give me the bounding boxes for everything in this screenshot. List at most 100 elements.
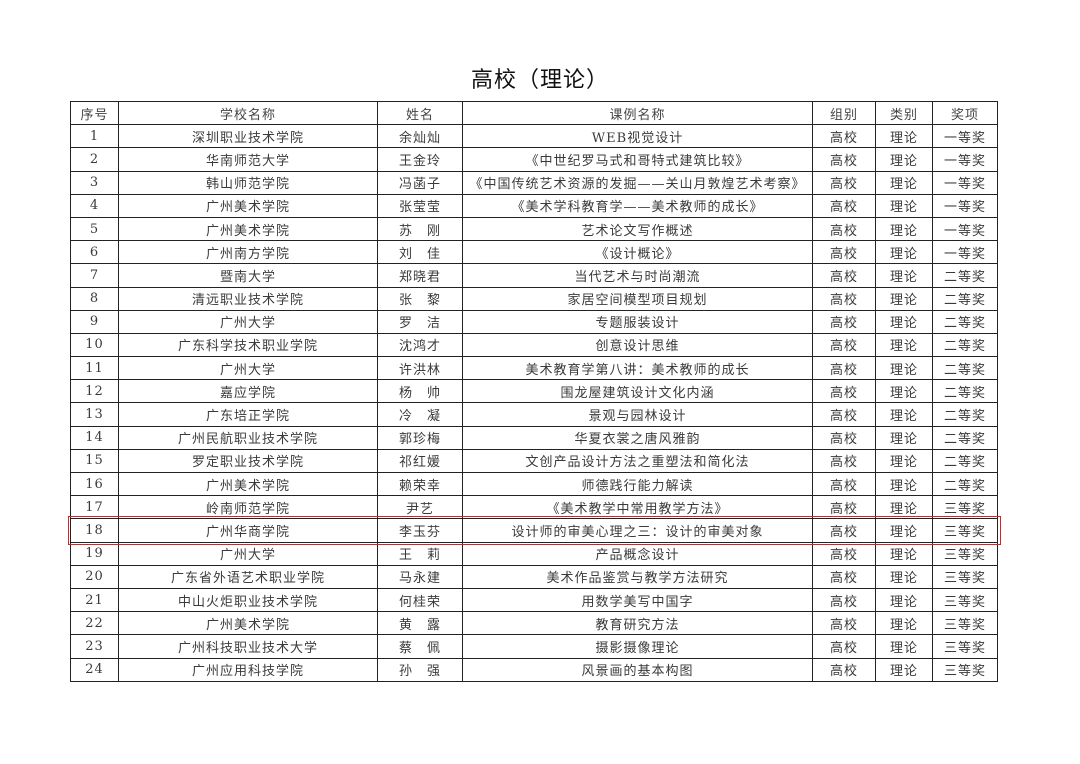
cell-col-group: 高校 <box>812 309 876 334</box>
cell-col-course: 产品概念设计 <box>462 541 813 566</box>
cell-col-category: 理论 <box>875 587 933 613</box>
cell-col-award: 一等奖 <box>932 147 998 172</box>
cell-col-category: 理论 <box>875 471 933 497</box>
cell-col-category: 理论 <box>875 425 933 450</box>
cell-col-course: 美术教育学第八讲：美术教师的成长 <box>462 356 813 381</box>
cell-col-index: 17 <box>70 495 119 520</box>
cell-col-group: 高校 <box>812 634 876 659</box>
cell-col-index: 4 <box>70 193 119 218</box>
cell-col-award: 三等奖 <box>932 657 998 682</box>
cell-col-school: 广州民航职业技术学院 <box>118 425 378 450</box>
cell-col-category: 理论 <box>875 147 933 172</box>
table-row: 15 罗定职业技术学院 祁红媛 文创产品设计方法之重塑法和简化法 高校 理论 二等奖 <box>70 448 998 474</box>
cell-col-award: 三等奖 <box>932 564 998 589</box>
cell-col-course: 设计师的审美心理之三：设计的审美对象 <box>462 518 813 543</box>
cell-col-school: 中山火炬职业技术学院 <box>118 587 378 613</box>
cell-col-category: 理论 <box>875 495 933 520</box>
header-col-school: 学校名称 <box>118 100 378 126</box>
cell-col-course: 景观与园林设计 <box>462 402 813 427</box>
header-col-name: 姓名 <box>377 100 463 126</box>
cell-col-category: 理论 <box>875 332 933 358</box>
cell-col-group: 高校 <box>812 471 876 497</box>
cell-col-index: 2 <box>70 147 119 172</box>
cell-col-name: 赖荣幸 <box>377 471 463 497</box>
cell-col-category: 理论 <box>875 657 933 682</box>
cell-col-index: 19 <box>70 541 119 566</box>
cell-col-name: 沈鸿才 <box>377 332 463 358</box>
cell-col-school: 广州美术学院 <box>118 611 378 636</box>
cell-col-index: 8 <box>70 286 119 311</box>
cell-col-group: 高校 <box>812 564 876 589</box>
cell-col-school: 广东培正学院 <box>118 402 378 427</box>
cell-col-category: 理论 <box>875 541 933 566</box>
cell-col-school: 广州华商学院 <box>118 518 378 543</box>
cell-col-group: 高校 <box>812 495 876 520</box>
cell-col-award: 三等奖 <box>932 541 998 566</box>
cell-col-group: 高校 <box>812 518 876 543</box>
cell-col-category: 理论 <box>875 356 933 381</box>
cell-col-course: 专题服装设计 <box>462 309 813 334</box>
cell-col-name: 张莹莹 <box>377 193 463 218</box>
cell-col-category: 理论 <box>875 379 933 404</box>
cell-col-category: 理论 <box>875 124 933 149</box>
cell-col-index: 10 <box>70 332 119 358</box>
table-row: 1 深圳职业技术学院 余灿灿 WEB视觉设计 高校 理论 一等奖 <box>70 124 998 149</box>
cell-col-index: 1 <box>70 124 119 149</box>
cell-col-name: 黄 露 <box>377 611 463 636</box>
cell-col-school: 岭南师范学院 <box>118 495 378 520</box>
cell-col-award: 二等奖 <box>932 425 998 450</box>
table-row: 2 华南师范大学 王金玲 《中世纪罗马式和哥特式建筑比较》 高校 理论 一等奖 <box>70 147 998 172</box>
cell-col-name: 余灿灿 <box>377 124 463 149</box>
cell-col-name: 许洪林 <box>377 356 463 381</box>
cell-col-index: 21 <box>70 587 119 613</box>
cell-col-school: 华南师范大学 <box>118 147 378 172</box>
header-col-award: 奖项 <box>932 100 998 126</box>
cell-col-index: 16 <box>70 471 119 497</box>
cell-col-group: 高校 <box>812 379 876 404</box>
table-row: 16 广州美术学院 赖荣幸 师德践行能力解读 高校 理论 二等奖 <box>70 471 998 497</box>
cell-col-group: 高校 <box>812 541 876 566</box>
cell-col-award: 一等奖 <box>932 170 998 195</box>
cell-col-index: 14 <box>70 425 119 450</box>
table-row: 5 广州美术学院苏 刚艺术论文写作概述 高校 理论 一等奖 <box>70 216 998 242</box>
cell-col-group: 高校 <box>812 286 876 311</box>
cell-col-award: 二等奖 <box>932 356 998 381</box>
cell-col-school: 广州大学 <box>118 356 378 381</box>
cell-col-course: 师德践行能力解读 <box>462 471 813 497</box>
header-col-index: 序号 <box>70 100 119 126</box>
cell-col-course: WEB视觉设计 <box>462 124 813 149</box>
cell-col-course: 《设计概论》 <box>462 240 813 265</box>
cell-col-name: 孙 强 <box>377 657 463 682</box>
cell-col-award: 二等奖 <box>932 309 998 334</box>
cell-col-name: 郭珍梅 <box>377 425 463 450</box>
cell-col-course: 华夏衣裳之唐风雅韵 <box>462 425 813 450</box>
header-col-group: 组别 <box>812 100 876 126</box>
cell-col-index: 24 <box>70 657 119 682</box>
cell-col-course: 文创产品设计方法之重塑法和简化法 <box>462 448 813 474</box>
cell-col-award: 二等奖 <box>932 263 998 288</box>
cell-col-name: 王 莉 <box>377 541 463 566</box>
table-row: 22 广州美术学院黄 露教育研究方法 高校 理论 三等奖 <box>70 611 998 636</box>
table-row: 11 广州大学 许洪林 美术教育学第八讲：美术教师的成长 高校 理论 二等奖 <box>70 356 998 381</box>
cell-col-group: 高校 <box>812 587 876 613</box>
cell-col-group: 高校 <box>812 170 876 195</box>
cell-col-name: 郑晓君 <box>377 263 463 288</box>
cell-col-category: 理论 <box>875 263 933 288</box>
cell-col-group: 高校 <box>812 611 876 636</box>
cell-col-group: 高校 <box>812 216 876 242</box>
cell-col-course: 《美术学科教育学——美术教师的成长》 <box>462 193 813 218</box>
cell-col-group: 高校 <box>812 240 876 265</box>
table-row: 10 广东科学技术职业学院 沈鸿才 创意设计思维 高校 理论 二等奖 <box>70 332 998 358</box>
table-row: 20 广东省外语艺术职业学院 马永建 美术作品鉴赏与教学方法研究 高校 理论 三等奖 <box>70 564 998 589</box>
header-col-course: 课例名称 <box>462 100 813 126</box>
cell-col-award: 一等奖 <box>932 124 998 149</box>
cell-col-course: 家居空间模型项目规划 <box>462 286 813 311</box>
cell-col-category: 理论 <box>875 448 933 474</box>
cell-col-group: 高校 <box>812 124 876 149</box>
cell-col-name: 祁红媛 <box>377 448 463 474</box>
cell-col-award: 三等奖 <box>932 518 998 543</box>
table-row-highlighted: 18 广州华商学院 李玉芬 设计师的审美心理之三：设计的审美对象 高校 理论 三等奖 <box>67 515 1001 546</box>
awards-table: 序号 学校名称 姓名 课例名称 组别 类别 奖项 1 深圳职业技术学院 余灿灿 WEB视觉设计 高校… <box>67 100 1001 682</box>
table-row: 23 广州科技职业技术大学蔡 佩摄影摄像理论 高校 理论 三等奖 <box>70 634 998 659</box>
cell-col-group: 高校 <box>812 193 876 218</box>
